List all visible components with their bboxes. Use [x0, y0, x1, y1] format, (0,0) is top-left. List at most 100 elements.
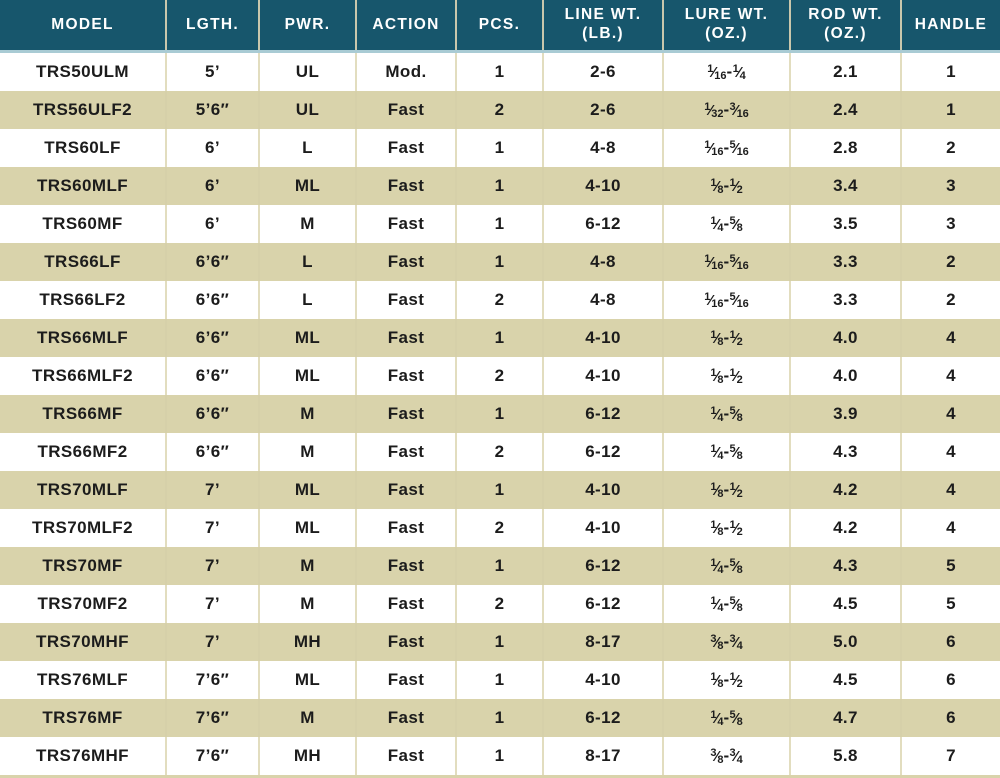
cell-action: Fast [355, 243, 455, 281]
table-row: TRS66LF2 6’6″ L Fast 2 4-8 1⁄16-5⁄16 3.3 2 [0, 281, 1000, 319]
table-row: TRS50ULM 5’ UL Mod. 1 2-6 1⁄16-1⁄4 2.1 1 [0, 53, 1000, 91]
column-header-pieces: PCS. [455, 0, 542, 50]
cell-lure-wt: 3⁄8-3⁄4 [662, 623, 789, 661]
cell-handle: 2 [900, 281, 1000, 319]
cell-pieces: 1 [455, 623, 542, 661]
table-row: TRS76MF 7’6″ M Fast 1 6-12 1⁄4-5⁄8 4.7 6 [0, 699, 1000, 737]
cell-rod-wt: 4.2 [789, 471, 900, 509]
cell-pieces: 2 [455, 433, 542, 471]
cell-length: 7’6″ [165, 737, 258, 775]
cell-handle: 1 [900, 53, 1000, 91]
cell-length: 5’6″ [165, 91, 258, 129]
cell-line-wt: 4-8 [542, 281, 662, 319]
cell-power: M [258, 699, 355, 737]
cell-length: 7’ [165, 623, 258, 661]
cell-model: TRS70MF2 [37, 594, 128, 613]
cell-pieces: 1 [455, 319, 542, 357]
cell-action: Fast [355, 471, 455, 509]
table-body: TRS50ULM 5’ UL Mod. 1 2-6 1⁄16-1⁄4 2.1 1 TRS56ULF… [0, 53, 1000, 775]
cell-model: TRS76MF [42, 708, 123, 727]
cell-power: ML [258, 661, 355, 699]
cell-model: TRS76MHF [36, 746, 129, 765]
table-row: TRS60MF 6’ M Fast 1 6-12 1⁄4-5⁄8 3.5 3 [0, 205, 1000, 243]
cell-length: 6’6″ [165, 395, 258, 433]
column-header-line-wt: LINE WT. (LB.) [542, 0, 662, 50]
cell-action: Fast [355, 699, 455, 737]
cell-lure-wt: 1⁄16-5⁄16 [662, 129, 789, 167]
cell-power: ML [258, 509, 355, 547]
cell-length: 7’ [165, 471, 258, 509]
cell-line-wt: 4-10 [542, 661, 662, 699]
cell-rod-wt: 4.5 [789, 585, 900, 623]
cell-line-wt: 6-12 [542, 585, 662, 623]
cell-length: 6’6″ [165, 281, 258, 319]
cell-lure-wt: 1⁄4-5⁄8 [662, 585, 789, 623]
cell-power: UL [258, 91, 355, 129]
cell-power: ML [258, 357, 355, 395]
cell-line-wt: 2-6 [542, 91, 662, 129]
cell-power: L [258, 243, 355, 281]
cell-lure-wt: 1⁄4-5⁄8 [662, 395, 789, 433]
column-header-action: ACTION [355, 0, 455, 50]
cell-model: TRS66LF2 [39, 290, 126, 309]
cell-lure-wt: 1⁄8-1⁄2 [662, 357, 789, 395]
cell-length: 7’ [165, 547, 258, 585]
cell-power: L [258, 281, 355, 319]
cell-rod-wt: 4.3 [789, 433, 900, 471]
table-row: TRS76MLF 7’6″ ML Fast 1 4-10 1⁄8-1⁄2 4.5 6 [0, 661, 1000, 699]
cell-lure-wt: 1⁄4-5⁄8 [662, 205, 789, 243]
cell-model: TRS70MHF [36, 632, 129, 651]
table-row: TRS70MHF 7’ MH Fast 1 8-17 3⁄8-3⁄4 5.0 6 [0, 623, 1000, 661]
cell-length: 6’6″ [165, 433, 258, 471]
cell-line-wt: 4-10 [542, 357, 662, 395]
cell-handle: 3 [900, 205, 1000, 243]
column-header-rod-wt: ROD WT. (OZ.) [789, 0, 900, 50]
cell-rod-wt: 5.8 [789, 737, 900, 775]
cell-model: TRS66LF [44, 252, 121, 271]
cell-handle: 5 [900, 585, 1000, 623]
cell-handle: 6 [900, 699, 1000, 737]
cell-action: Fast [355, 205, 455, 243]
cell-rod-wt: 5.0 [789, 623, 900, 661]
cell-handle: 2 [900, 243, 1000, 281]
cell-power: M [258, 433, 355, 471]
cell-length: 7’ [165, 585, 258, 623]
cell-handle: 4 [900, 357, 1000, 395]
cell-model: TRS66MF2 [37, 442, 128, 461]
cell-model: TRS60MLF [36, 176, 129, 195]
cell-action: Mod. [355, 53, 455, 91]
table-row: TRS60MLF 6’ ML Fast 1 4-10 1⁄8-1⁄2 3.4 3 [0, 167, 1000, 205]
cell-length: 7’6″ [165, 699, 258, 737]
cell-pieces: 1 [455, 205, 542, 243]
cell-rod-wt: 3.4 [789, 167, 900, 205]
table-row: TRS66MLF 6’6″ ML Fast 1 4-10 1⁄8-1⁄2 4.0 4 [0, 319, 1000, 357]
cell-power: L [258, 129, 355, 167]
table-bottom-edge [0, 775, 1000, 778]
cell-pieces: 1 [455, 243, 542, 281]
table-row: TRS66MF 6’6″ M Fast 1 6-12 1⁄4-5⁄8 3.9 4 [0, 395, 1000, 433]
cell-action: Fast [355, 623, 455, 661]
cell-line-wt: 8-17 [542, 737, 662, 775]
cell-power: UL [258, 53, 355, 91]
cell-length: 6’6″ [165, 243, 258, 281]
cell-power: M [258, 205, 355, 243]
cell-line-wt: 6-12 [542, 433, 662, 471]
cell-handle: 5 [900, 547, 1000, 585]
cell-line-wt: 2-6 [542, 53, 662, 91]
table-row: TRS70MLF2 7’ ML Fast 2 4-10 1⁄8-1⁄2 4.2 4 [0, 509, 1000, 547]
cell-handle: 7 [900, 737, 1000, 775]
cell-handle: 4 [900, 395, 1000, 433]
cell-pieces: 1 [455, 53, 542, 91]
cell-power: MH [258, 737, 355, 775]
cell-lure-wt: 3⁄8-3⁄4 [662, 737, 789, 775]
cell-action: Fast [355, 737, 455, 775]
cell-model: TRS60LF [44, 138, 121, 157]
cell-rod-wt: 4.0 [789, 319, 900, 357]
cell-lure-wt: 1⁄8-1⁄2 [662, 471, 789, 509]
cell-lure-wt: 1⁄8-1⁄2 [662, 319, 789, 357]
cell-action: Fast [355, 433, 455, 471]
cell-lure-wt: 1⁄4-5⁄8 [662, 433, 789, 471]
table-row: TRS56ULF2 5’6″ UL Fast 2 2-6 1⁄32-3⁄16 2.4 1 [0, 91, 1000, 129]
cell-rod-wt: 4.7 [789, 699, 900, 737]
cell-handle: 6 [900, 661, 1000, 699]
